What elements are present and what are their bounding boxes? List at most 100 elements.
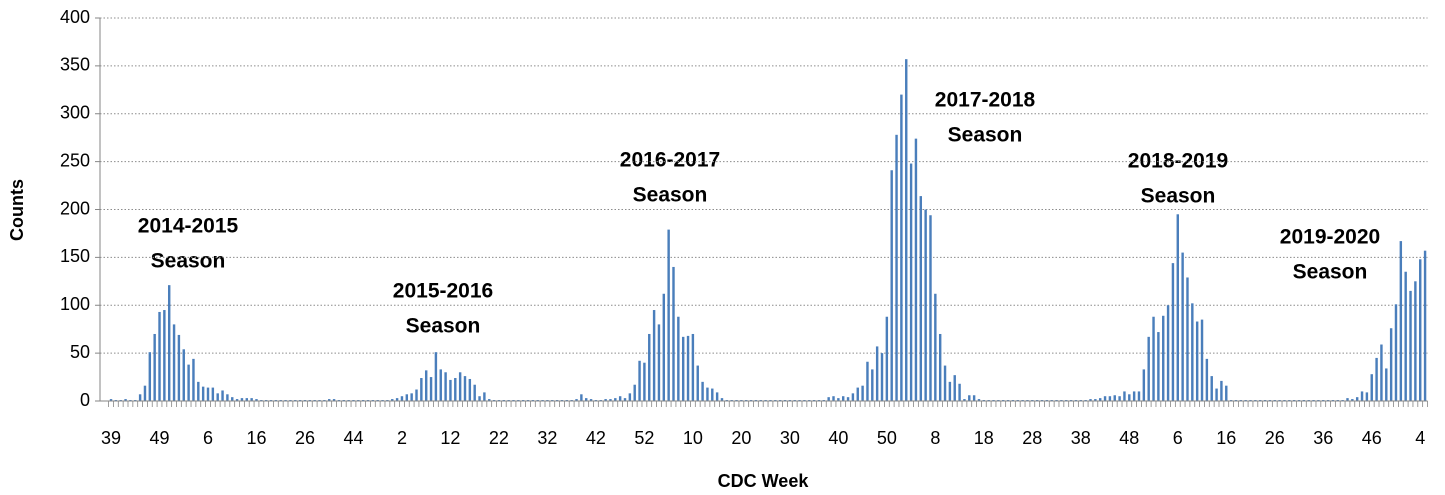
bar [391, 399, 394, 401]
bar [934, 293, 937, 401]
bar [851, 393, 855, 401]
x-tick-label: 2 [397, 428, 407, 448]
bar [720, 398, 724, 401]
bar [250, 398, 253, 401]
bar [1225, 385, 1228, 401]
bar [609, 399, 612, 401]
bar [958, 383, 961, 401]
bar [405, 394, 409, 401]
bar [143, 385, 147, 401]
y-tick-label: 250 [60, 150, 90, 170]
bar [449, 379, 452, 401]
bar [1181, 252, 1184, 401]
bar [909, 163, 913, 401]
bar [424, 370, 428, 401]
bar [163, 310, 166, 401]
bar [648, 333, 651, 401]
bar [1089, 399, 1092, 401]
bar [827, 397, 830, 401]
x-tick-label: 12 [440, 428, 460, 448]
x-tick-label: 6 [1173, 428, 1183, 448]
y-axis-title: Counts [7, 179, 27, 241]
bar [1118, 396, 1121, 401]
bar [148, 352, 152, 401]
bar [1360, 391, 1364, 401]
bar [585, 398, 588, 401]
bar [226, 394, 229, 401]
x-tick-label: 50 [877, 428, 897, 448]
bar [216, 393, 219, 401]
bar [589, 399, 593, 401]
bar [1414, 281, 1417, 401]
bar [856, 387, 859, 401]
bar [1423, 250, 1427, 401]
bar [837, 398, 840, 401]
bar [1094, 399, 1097, 401]
bar [1113, 395, 1116, 401]
x-tick-label: 40 [828, 428, 848, 448]
y-tick-label: 150 [60, 246, 90, 266]
bar [240, 398, 244, 401]
bar [1394, 304, 1398, 401]
bar [875, 346, 879, 401]
bar [221, 390, 224, 401]
x-tick-label: 36 [1313, 428, 1333, 448]
bar [905, 59, 908, 402]
x-tick-label: 28 [1022, 428, 1042, 448]
x-tick-label: 16 [1216, 428, 1236, 448]
bar [138, 394, 142, 401]
bar [463, 376, 467, 401]
bar [235, 399, 239, 401]
bar [415, 389, 418, 401]
bar [890, 170, 893, 401]
bar [420, 378, 423, 401]
bar [206, 387, 210, 401]
bar [434, 352, 438, 401]
bar [1195, 321, 1199, 401]
bar [638, 360, 641, 401]
bar [1200, 319, 1204, 401]
bar [1128, 394, 1131, 401]
bar [657, 324, 661, 401]
bar [701, 381, 704, 401]
bar [1399, 241, 1403, 401]
x-tick-label: 38 [1071, 428, 1091, 448]
bar [861, 385, 864, 401]
bar [900, 94, 903, 401]
bar [1380, 344, 1383, 401]
bar [614, 398, 617, 401]
x-tick-label: 18 [974, 428, 994, 448]
bar [929, 215, 932, 401]
bar [681, 336, 685, 401]
annotation: Season [151, 250, 226, 273]
bar [885, 316, 889, 401]
annotation: Season [1293, 261, 1368, 284]
bar [439, 369, 442, 401]
bar [948, 381, 952, 401]
bar [1210, 376, 1213, 401]
bar [1176, 214, 1179, 401]
bar [1220, 380, 1223, 401]
bar [953, 375, 956, 401]
bar [211, 387, 215, 401]
bar [841, 396, 845, 401]
bar [691, 333, 695, 401]
bar [153, 333, 156, 401]
bar [1205, 358, 1209, 401]
bar [328, 399, 331, 401]
bar [410, 393, 413, 401]
bar [846, 397, 850, 401]
x-tick-label: 26 [1265, 428, 1285, 448]
bar [580, 394, 583, 401]
x-tick-label: 46 [1362, 428, 1382, 448]
bar [895, 134, 898, 401]
bar [1098, 398, 1102, 401]
x-tick-label: 44 [343, 428, 363, 448]
bar [938, 333, 942, 401]
x-tick-label: 32 [537, 428, 557, 448]
bar [182, 349, 185, 401]
bar [488, 399, 491, 401]
y-tick-label: 350 [60, 55, 90, 75]
bar [458, 372, 462, 401]
